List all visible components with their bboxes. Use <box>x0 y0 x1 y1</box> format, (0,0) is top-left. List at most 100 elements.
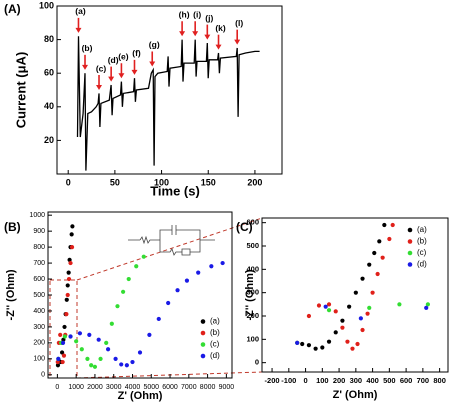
data-point <box>69 245 75 250</box>
data-point <box>130 359 135 365</box>
current-trace <box>76 36 260 171</box>
annotation-arrowhead <box>118 73 125 79</box>
data-point <box>147 332 152 338</box>
data-point <box>425 302 430 307</box>
annotation-arrowhead <box>82 64 89 70</box>
annotation-arrowhead <box>179 31 186 37</box>
data-point <box>358 316 363 321</box>
data-point <box>66 276 72 282</box>
x-tick-label: 4000 <box>125 384 141 391</box>
x-tick-label: 800 <box>433 376 446 385</box>
data-point <box>370 290 375 295</box>
data-point <box>70 224 75 229</box>
y-axis-title: Current (μA) <box>13 52 28 129</box>
data-point <box>104 340 109 345</box>
data-point <box>77 331 83 336</box>
y-tick-label: 200 <box>246 311 259 320</box>
data-point <box>365 311 370 316</box>
panel-label: (B) <box>4 220 21 234</box>
x-tick-label: 200 <box>333 376 346 385</box>
data-point <box>105 347 111 352</box>
data-point <box>67 257 72 262</box>
annotation-label: (d) <box>108 55 119 65</box>
annotation-arrowhead <box>75 27 82 33</box>
y-tick-label: 700 <box>33 260 45 267</box>
data-point <box>68 260 73 266</box>
data-point <box>119 362 124 367</box>
data-point <box>85 356 90 361</box>
data-point <box>196 270 201 275</box>
data-point <box>79 347 84 352</box>
y-tick-label: 0 <box>255 358 259 367</box>
x-axis-title: Z' (Ohm) <box>118 390 163 402</box>
data-point <box>121 289 126 294</box>
annotation-label: (j) <box>205 13 213 23</box>
data-point <box>367 262 372 267</box>
y-tick-label: 100 <box>246 334 259 343</box>
legend-label: (a) <box>210 317 220 326</box>
annotation-arrowhead <box>215 44 222 50</box>
data-point <box>137 350 143 355</box>
data-point <box>98 356 103 361</box>
data-point <box>367 305 372 310</box>
legend-label: (c) <box>417 248 427 257</box>
data-point <box>353 290 358 295</box>
data-point <box>87 332 92 338</box>
data-point <box>69 232 74 237</box>
data-point <box>66 270 71 275</box>
data-point <box>209 264 214 269</box>
data-point <box>56 356 61 361</box>
data-point <box>295 340 300 345</box>
data-point <box>355 341 360 347</box>
x-tick-label: 50 <box>110 177 120 187</box>
annotation-label: (b) <box>82 43 93 53</box>
zoom-line <box>76 371 263 379</box>
plot-frame <box>261 217 449 373</box>
data-point <box>74 339 79 344</box>
legend-label: (c) <box>210 340 220 349</box>
x-tick-label: 0 <box>303 376 307 385</box>
x-tick-label: 1000 <box>68 384 84 391</box>
legend-marker <box>200 319 206 324</box>
data-point <box>62 324 67 330</box>
y-tick-label: 80 <box>44 34 54 44</box>
y-tick-label: 500 <box>33 292 45 299</box>
data-point <box>166 300 171 306</box>
annotation-label: (h) <box>179 9 190 19</box>
x-tick-label: -200 <box>265 376 280 385</box>
annotation-arrowhead <box>149 61 156 67</box>
data-point <box>333 330 338 335</box>
data-point <box>326 302 332 307</box>
data-point <box>306 313 312 319</box>
annotation-arrowhead <box>204 34 211 40</box>
x-tick-label: 8000 <box>200 384 216 391</box>
panel-label: (C) <box>236 220 253 234</box>
y-tick-label: 0 <box>41 372 45 379</box>
annotation-arrowhead <box>192 31 199 37</box>
circuit-inset <box>128 225 215 256</box>
annotation-label: (e) <box>118 51 129 61</box>
data-point <box>126 276 131 282</box>
data-point <box>60 359 65 365</box>
data-point <box>300 341 305 347</box>
zoom-line <box>76 217 263 281</box>
legend-marker <box>407 262 413 267</box>
data-point <box>326 339 332 344</box>
x-tick-label: 100 <box>316 376 329 385</box>
data-point <box>62 334 67 339</box>
x-tick-label: 9000 <box>219 384 235 391</box>
data-point <box>340 325 345 330</box>
data-point <box>333 309 338 314</box>
data-point <box>60 340 66 345</box>
y-axis-title: -Z'' (Ohm) <box>5 269 17 320</box>
y-tick-label: 20 <box>44 135 54 145</box>
data-point <box>92 364 98 369</box>
legend-label: (d) <box>210 351 220 360</box>
y-tick-label: 200 <box>33 340 45 347</box>
data-point <box>59 350 65 355</box>
data-point <box>323 304 328 309</box>
data-point <box>61 353 67 358</box>
data-point <box>387 236 392 242</box>
